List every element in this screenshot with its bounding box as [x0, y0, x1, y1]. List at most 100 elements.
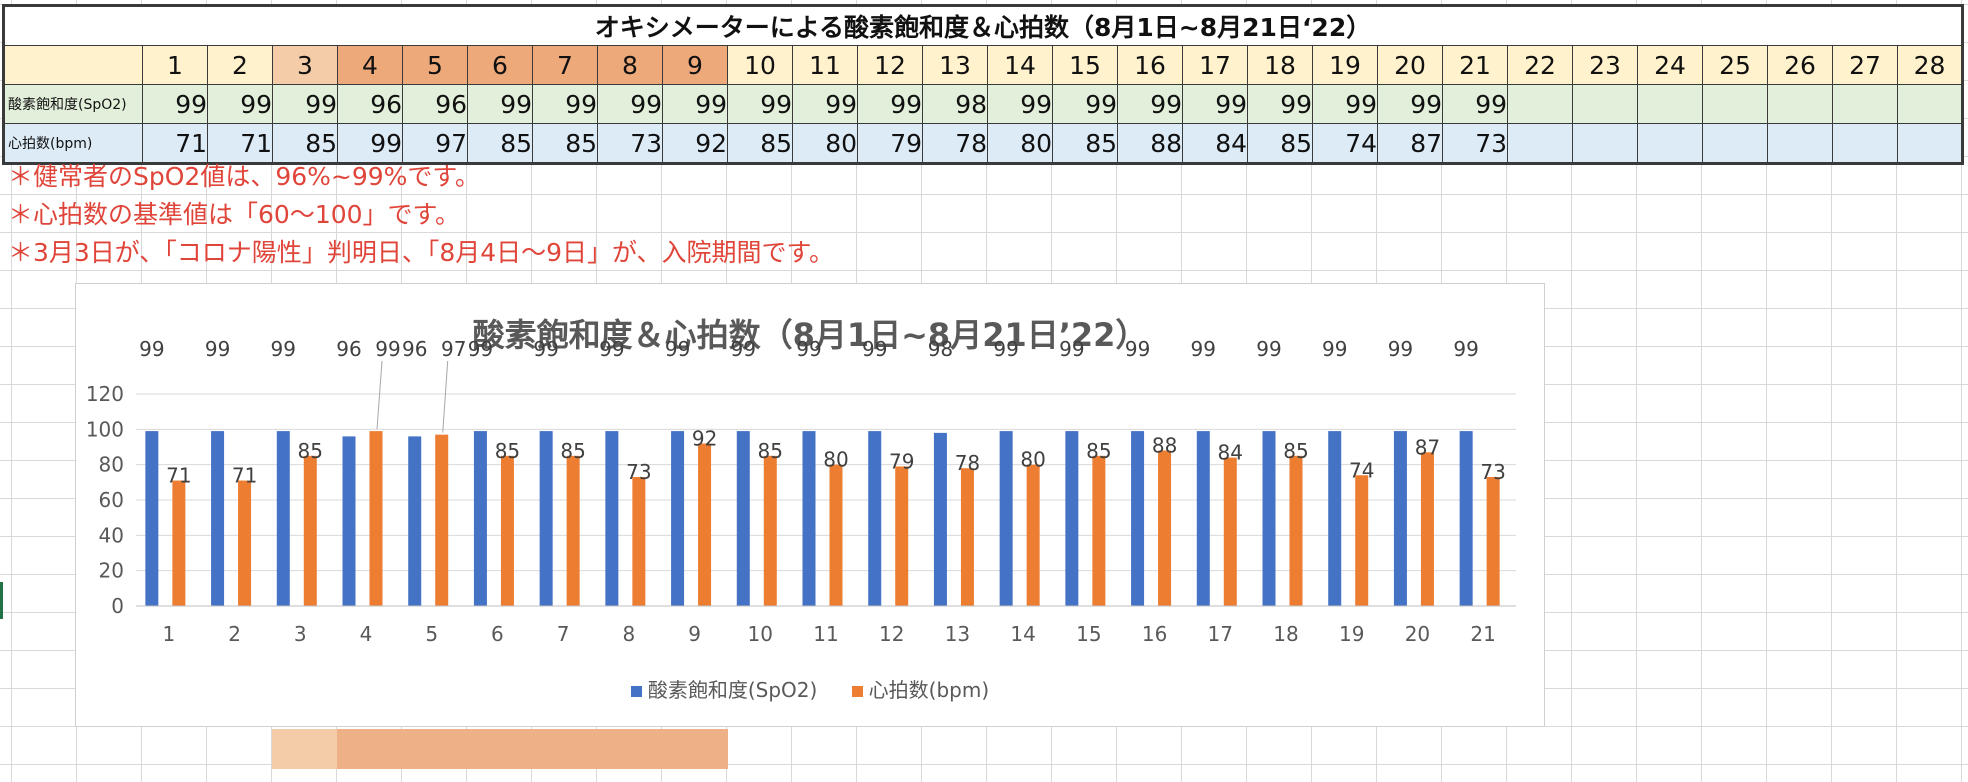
spo2-cell[interactable]: 99: [1182, 84, 1248, 124]
spo2-cell[interactable]: 99: [532, 84, 598, 124]
spo2-cell[interactable]: 99: [1442, 84, 1508, 124]
note-line[interactable]: ＊心拍数の基準値は「60～100」です。: [8, 200, 461, 229]
bpm-cell[interactable]: 87: [1377, 123, 1443, 164]
note-line[interactable]: ＊3月3日が、「コロナ陽性」判明日、「8月4日～9日」が、入院期間です。: [8, 238, 835, 267]
day-header-cell[interactable]: 12: [857, 45, 923, 85]
bpm-data-label: 73: [626, 460, 651, 484]
spo2-data-label: 99: [862, 337, 887, 361]
day-header-cell[interactable]: 17: [1182, 45, 1248, 85]
day-header-cell[interactable]: 23: [1572, 45, 1638, 85]
bpm-cell[interactable]: 71: [142, 123, 208, 164]
day-header-cell[interactable]: 5: [402, 45, 468, 85]
bpm-cell[interactable]: 88: [1117, 123, 1183, 164]
spo2-row-label[interactable]: 酸素飽和度(SpO2): [3, 84, 143, 124]
spo2-cell[interactable]: 99: [1117, 84, 1183, 124]
spo2-cell[interactable]: 99: [1312, 84, 1378, 124]
sheet-title[interactable]: オキシメーターによる酸素飽和度＆心拍数（8月1日~8月21日‘22）: [3, 5, 1963, 46]
bpm-cell[interactable]: 74: [1312, 123, 1378, 164]
spo2-cell[interactable]: 99: [987, 84, 1053, 124]
spo2-cell[interactable]: [1572, 84, 1638, 124]
bpm-cell[interactable]: 85: [1247, 123, 1313, 164]
spo2-cell[interactable]: [1702, 84, 1768, 124]
spo2-bar: [736, 431, 750, 606]
spo2-cell[interactable]: 99: [662, 84, 728, 124]
note-line[interactable]: ＊健常者のSpO2値は、96%~99%です。: [8, 162, 480, 191]
day-header-cell[interactable]: 1: [142, 45, 208, 85]
spo2-cell[interactable]: 99: [272, 84, 338, 124]
day-header-cell[interactable]: 16: [1117, 45, 1183, 85]
chart-area[interactable]: 酸素飽和度＆心拍数（8月1日~8月21日’22） 0 20 40 60 80 100 120…: [75, 283, 1545, 727]
bpm-cell[interactable]: 79: [857, 123, 923, 164]
day-header-cell[interactable]: 10: [727, 45, 793, 85]
day-header-cell[interactable]: 20: [1377, 45, 1443, 85]
bpm-data-label: 80: [823, 448, 848, 472]
bpm-cell[interactable]: 80: [792, 123, 858, 164]
day-header-cell[interactable]: 11: [792, 45, 858, 85]
bpm-cell[interactable]: [1897, 123, 1963, 164]
bpm-cell[interactable]: [1767, 123, 1833, 164]
bpm-cell[interactable]: [1572, 123, 1638, 164]
spo2-cell[interactable]: [1507, 84, 1573, 124]
day-header-cell[interactable]: 14: [987, 45, 1053, 85]
day-header-cell[interactable]: 15: [1052, 45, 1118, 85]
day-header-cell[interactable]: 19: [1312, 45, 1378, 85]
bpm-row-label[interactable]: 心拍数(bpm): [3, 123, 143, 164]
spo2-cell[interactable]: [1767, 84, 1833, 124]
day-header-cell[interactable]: 13: [922, 45, 988, 85]
spo2-row: 酸素飽和度(SpO2) 99 99 99 96 96 99 99 99 99 99 99 99 98 99…: [3, 84, 1963, 124]
day-header-cell[interactable]: 27: [1832, 45, 1898, 85]
day-header-cell[interactable]: 25: [1702, 45, 1768, 85]
day-header-cell[interactable]: 26: [1767, 45, 1833, 85]
x-tick-label: 1: [162, 622, 175, 646]
bpm-cell[interactable]: 73: [1442, 123, 1508, 164]
spo2-bar: [1459, 431, 1473, 606]
spo2-cell[interactable]: 99: [857, 84, 923, 124]
spo2-cell[interactable]: 99: [142, 84, 208, 124]
day-header-cell[interactable]: 18: [1247, 45, 1313, 85]
legend-item-spo2[interactable]: 酸素飽和度(SpO2): [630, 678, 824, 702]
bpm-cell[interactable]: 85: [1052, 123, 1118, 164]
day-header-cell[interactable]: 28: [1897, 45, 1963, 85]
bpm-cell[interactable]: 85: [727, 123, 793, 164]
day-header-cell[interactable]: 3: [272, 45, 338, 85]
day-header-cell[interactable]: 8: [597, 45, 663, 85]
day-header-cell[interactable]: 7: [532, 45, 598, 85]
spo2-cell[interactable]: 99: [1247, 84, 1313, 124]
header-corner-cell[interactable]: [3, 45, 143, 85]
day-header-cell[interactable]: 22: [1507, 45, 1573, 85]
bpm-cell[interactable]: [1702, 123, 1768, 164]
bpm-cell[interactable]: 97: [402, 123, 468, 164]
spo2-cell[interactable]: [1832, 84, 1898, 124]
spo2-cell[interactable]: [1897, 84, 1963, 124]
bpm-cell[interactable]: 85: [272, 123, 338, 164]
spo2-cell[interactable]: 99: [467, 84, 533, 124]
day-header-cell[interactable]: 21: [1442, 45, 1508, 85]
day-header-cell[interactable]: 9: [662, 45, 728, 85]
spo2-cell[interactable]: 99: [207, 84, 273, 124]
legend-item-bpm[interactable]: 心拍数(bpm): [851, 678, 989, 702]
spo2-cell[interactable]: 99: [1377, 84, 1443, 124]
spo2-cell[interactable]: 99: [727, 84, 793, 124]
spo2-cell[interactable]: 99: [1052, 84, 1118, 124]
bpm-cell[interactable]: [1832, 123, 1898, 164]
day-header-cell[interactable]: 4: [337, 45, 403, 85]
bpm-cell[interactable]: 80: [987, 123, 1053, 164]
spo2-cell[interactable]: 99: [792, 84, 858, 124]
spo2-cell[interactable]: 96: [402, 84, 468, 124]
bpm-cell[interactable]: 73: [597, 123, 663, 164]
bpm-cell[interactable]: [1637, 123, 1703, 164]
bpm-cell[interactable]: [1507, 123, 1573, 164]
spo2-cell[interactable]: 99: [597, 84, 663, 124]
bpm-cell[interactable]: 85: [532, 123, 598, 164]
day-header-cell[interactable]: 24: [1637, 45, 1703, 85]
bpm-cell[interactable]: 84: [1182, 123, 1248, 164]
bpm-cell[interactable]: 92: [662, 123, 728, 164]
spo2-cell[interactable]: 96: [337, 84, 403, 124]
bpm-cell[interactable]: 99: [337, 123, 403, 164]
spo2-cell[interactable]: 98: [922, 84, 988, 124]
spo2-cell[interactable]: [1637, 84, 1703, 124]
day-header-cell[interactable]: 6: [467, 45, 533, 85]
bpm-bar: [1289, 455, 1303, 606]
bpm-cell[interactable]: 78: [922, 123, 988, 164]
day-header-cell[interactable]: 2: [207, 45, 273, 85]
